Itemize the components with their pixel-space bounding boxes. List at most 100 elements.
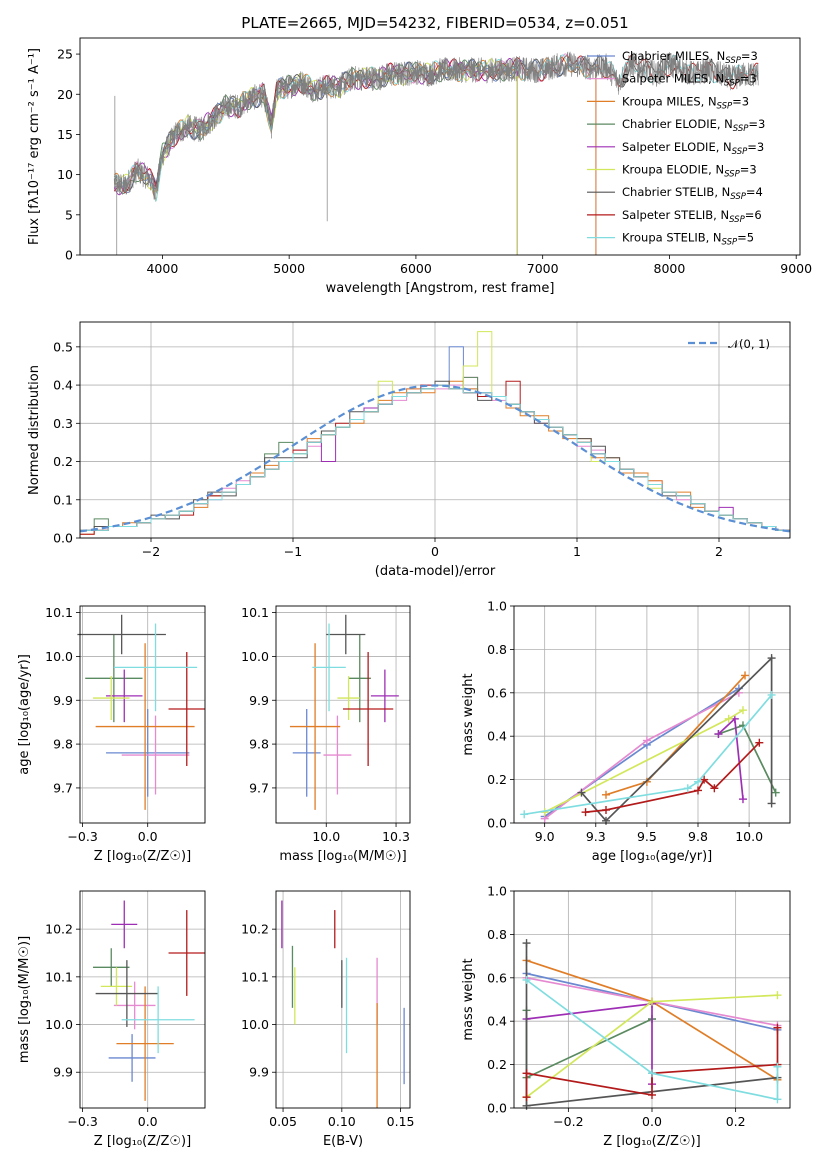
y-tick-label: 1.0 <box>487 884 507 899</box>
errorbar-point-kroupa-stelib <box>121 986 195 1054</box>
x-tick-label: 10.3 <box>382 829 410 844</box>
panel-mass-vs-z: −0.3 0.0 9.9 10.0 10.1 10.2 Z [log₁₀(Z/Z☉)] mas… <box>17 890 206 1149</box>
errorbar-point-salpeter-elodie <box>106 669 143 723</box>
plot-area-age-vs-z <box>77 614 205 810</box>
weight-marker-chabrier-stelib <box>577 788 586 797</box>
x-tick-label: 9.8 <box>688 829 708 844</box>
weight-marker-kroupa-elodie <box>738 706 747 715</box>
x-tick-label: −1 <box>284 544 302 559</box>
weight-line-chabrier-stelib <box>580 656 773 823</box>
weight-marker-kroupa-stelib <box>522 975 531 984</box>
y-tick-label: 0.6 <box>487 685 507 700</box>
x-tick-label: 5000 <box>273 261 305 276</box>
errorbar-point-salpeter-stelib <box>168 652 205 767</box>
errorbar-point-salpeter-elodie <box>370 669 399 723</box>
weight-marker-kroupa-elodie <box>724 714 733 723</box>
normal-reference-curve <box>80 384 790 533</box>
legend-label-salpeter-miles: Salpeter MILES, NSSP=3 <box>622 72 757 89</box>
weight-marker-kroupa-miles <box>602 790 610 799</box>
weight-marker-salpeter-stelib <box>602 805 610 814</box>
x-tick-label: 4000 <box>146 261 178 276</box>
weight-marker-chabrier-stelib <box>602 816 610 825</box>
y-tick-label: 15 <box>57 127 73 142</box>
panel-massweight-vs-age: 9.0 9.3 9.5 9.8 10.0 0.0 0.2 0.4 0.6 0.8 1.0 age [l… <box>461 599 791 864</box>
y-tick-label: 10.0 <box>45 1017 73 1032</box>
axes-frame <box>513 890 791 1109</box>
weight-line-salpeter-elodie <box>717 717 744 800</box>
errorbar-point-kroupa-miles <box>116 986 174 1101</box>
x-tick-label: 0 <box>431 544 439 559</box>
y-tick-label: 10.2 <box>241 922 269 937</box>
legend-label-chabrier-miles: Chabrier MILES, NSSP=3 <box>622 49 758 66</box>
observed-spectrum <box>113 51 759 200</box>
weight-marker-salpeter-stelib <box>522 1069 531 1078</box>
y-tick-label: 0.1 <box>53 492 73 507</box>
y-tick-label: 5 <box>65 207 73 222</box>
weight-marker-kroupa-stelib <box>773 1062 782 1071</box>
weight-marker-salpeter-elodie <box>714 730 723 739</box>
errorbar-point-chabrier-miles <box>292 709 321 797</box>
y-tick-label: 9.9 <box>53 693 73 708</box>
y-tick-label: 0.0 <box>487 1101 507 1116</box>
errorbar-point-kroupa-elodie <box>93 676 130 720</box>
axes-frame <box>275 605 411 824</box>
legend-label-kroupa-miles: Kroupa MILES, NSSP=3 <box>622 94 749 111</box>
weight-marker-kroupa-stelib <box>694 777 702 786</box>
weight-marker-kroupa-miles <box>741 671 750 680</box>
plot-area-mass-vs-ebv <box>281 900 405 1108</box>
x-tick-label: 0.10 <box>328 1114 356 1129</box>
figure-title: PLATE=2665, MJD=54232, FIBERID=0534, z=0… <box>241 14 628 32</box>
y-tick-label: 0.0 <box>53 531 73 546</box>
legend-label-salpeter-stelib: Salpeter STELIB, NSSP=6 <box>622 208 762 225</box>
errorbar-point-salpeter-miles <box>121 715 190 795</box>
plot-area-age-vs-mass <box>289 614 399 810</box>
y-tick-label: 10.0 <box>241 1017 269 1032</box>
plot-area-residuals <box>80 331 790 538</box>
panel-age-vs-mass: 10.0 10.3 9.7 9.8 9.9 10.0 10.1 mass [log₁₀(M/M… <box>241 605 411 864</box>
y-tick-label: 0.6 <box>487 970 507 985</box>
y-tick-label: 25 <box>57 47 73 62</box>
y-tick-label: 9.9 <box>53 1065 73 1080</box>
errorbar-point-chabrier-elodie <box>93 948 130 987</box>
weight-marker-salpeter-stelib <box>694 786 702 795</box>
x-tick-label: 9.3 <box>586 829 606 844</box>
x-tick-label: 0.15 <box>387 1114 415 1129</box>
legend-label-kroupa-stelib: Kroupa STELIB, NSSP=5 <box>622 231 754 248</box>
errorbar-point-chabrier-stelib <box>95 960 159 1027</box>
y-axis-label: Flux [fλ10⁻¹⁷ erg cm⁻² s⁻¹ A⁻¹] <box>27 48 42 245</box>
weight-marker-kroupa-stelib <box>683 784 692 793</box>
weight-line-kroupa-stelib <box>524 694 773 816</box>
y-tick-label: 0.3 <box>53 416 73 431</box>
errorbar-point-chabrier-elodie <box>348 634 371 723</box>
legend-label-kroupa-elodie: Kroupa ELODIE, NSSP=3 <box>622 163 757 180</box>
y-tick-label: 0.8 <box>487 927 507 942</box>
y-tick-label: 0.4 <box>487 1014 507 1029</box>
x-tick-label: 7000 <box>527 261 559 276</box>
x-tick-label: 9.0 <box>535 829 555 844</box>
y-tick-label: 10.2 <box>45 922 73 937</box>
weight-marker-kroupa-elodie <box>648 997 656 1006</box>
weight-marker-kroupa-stelib <box>767 690 776 699</box>
weight-marker-chabrier-stelib <box>767 654 776 663</box>
panel-mass-vs-ebv: 0.05 0.10 0.15 9.9 10.0 10.1 10.2 E(B-V) <box>241 890 415 1149</box>
x-tick-label: 0.0 <box>138 829 158 844</box>
y-tick-label: 0 <box>65 248 73 263</box>
x-axis-label: wavelength [Angstrom, rest frame] <box>326 281 555 296</box>
y-tick-label: 0.2 <box>487 1057 507 1072</box>
weight-line-salpeter-miles <box>544 692 740 820</box>
panel-massweight-vs-z: −0.2 0.0 0.2 0.0 0.2 0.4 0.6 0.8 1.0 Z [log₁₀(Z/Z… <box>461 884 791 1149</box>
weight-marker-chabrier-stelib <box>522 1101 531 1110</box>
y-tick-label: 9.8 <box>53 737 73 752</box>
y-axis-label: mass weight <box>461 958 476 1040</box>
weight-marker-salpeter-stelib <box>700 775 709 784</box>
y-tick-label: 20 <box>57 87 73 102</box>
errorbar-point-chabrier-stelib <box>77 614 166 655</box>
weight-line-chabrier-elodie <box>525 1010 653 1079</box>
weight-marker-kroupa-stelib <box>520 810 529 819</box>
y-tick-label: 10.1 <box>45 969 73 984</box>
y-tick-label: 0.4 <box>487 729 507 744</box>
axes-frame <box>79 890 206 1109</box>
panel-spectrum: 4000 5000 6000 7000 8000 9000 0 5 10 15 20 25 wavele… <box>27 37 812 296</box>
y-tick-label: 0.5 <box>53 339 73 354</box>
y-tick-label: 0.4 <box>53 378 73 393</box>
